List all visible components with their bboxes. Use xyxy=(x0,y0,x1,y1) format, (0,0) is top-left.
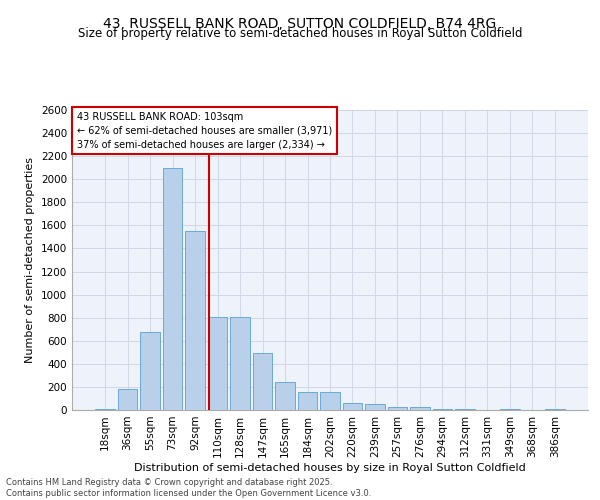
Bar xyxy=(298,392,317,410)
Bar xyxy=(208,316,227,410)
Bar xyxy=(410,407,430,410)
Bar xyxy=(388,407,407,410)
Text: 43 RUSSELL BANK ROAD: 103sqm
← 62% of semi-detached houses are smaller (3,971)
3: 43 RUSSELL BANK ROAD: 103sqm ← 62% of se… xyxy=(77,112,332,150)
Bar xyxy=(275,382,295,410)
Bar xyxy=(118,389,137,410)
Text: Size of property relative to semi-detached houses in Royal Sutton Coldfield: Size of property relative to semi-detach… xyxy=(78,28,522,40)
X-axis label: Distribution of semi-detached houses by size in Royal Sutton Coldfield: Distribution of semi-detached houses by … xyxy=(134,462,526,472)
Bar xyxy=(185,231,205,410)
Bar xyxy=(230,316,250,410)
Text: Contains HM Land Registry data © Crown copyright and database right 2025.
Contai: Contains HM Land Registry data © Crown c… xyxy=(6,478,371,498)
Bar xyxy=(433,409,452,410)
Bar xyxy=(365,404,385,410)
Text: 43, RUSSELL BANK ROAD, SUTTON COLDFIELD, B74 4RG: 43, RUSSELL BANK ROAD, SUTTON COLDFIELD,… xyxy=(103,18,497,32)
Bar xyxy=(140,332,160,410)
Y-axis label: Number of semi-detached properties: Number of semi-detached properties xyxy=(25,157,35,363)
Bar xyxy=(253,354,272,410)
Bar xyxy=(320,392,340,410)
Bar xyxy=(163,168,182,410)
Bar xyxy=(343,403,362,410)
